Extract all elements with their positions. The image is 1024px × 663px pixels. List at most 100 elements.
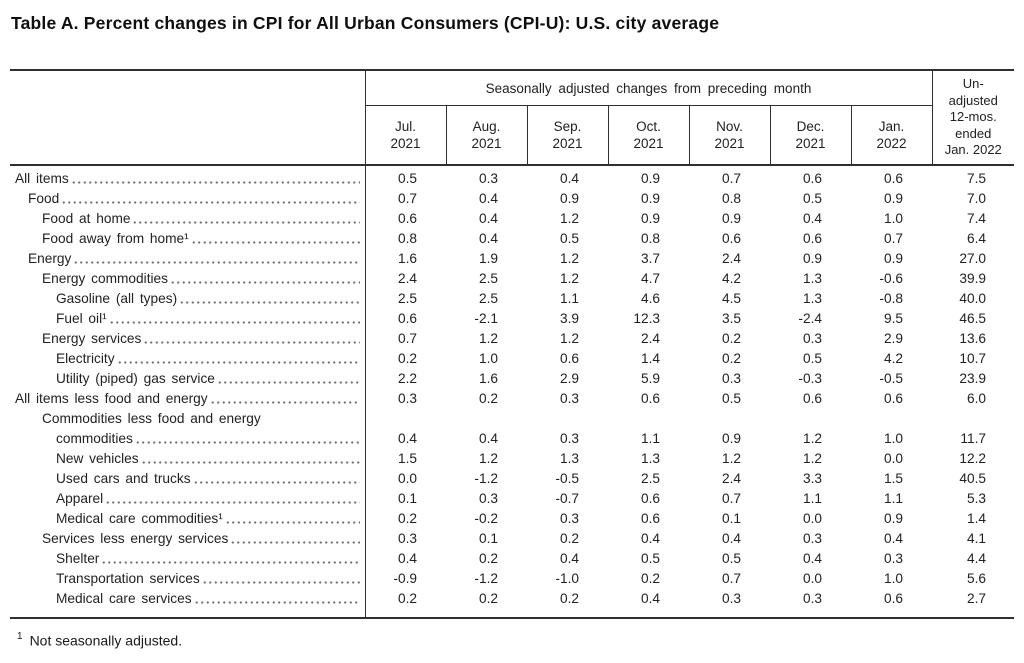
value-cell: 0.4: [397, 551, 417, 566]
row-label-text: Food at home: [42, 211, 131, 226]
dot-leader: [134, 429, 360, 449]
value-cell: -0.5: [879, 371, 903, 386]
row-label-text: Electricity: [56, 351, 115, 366]
value-cell: 9.5: [883, 311, 903, 326]
dot-leader: [101, 549, 360, 569]
value-cell: 0.7: [397, 191, 417, 206]
value-cell: 1.3: [802, 271, 822, 286]
value-cell: 40.0: [959, 291, 986, 306]
row-label: Food at home: [10, 209, 366, 229]
value-cell: 0.3: [802, 331, 822, 346]
column-header-unadjusted-12mos: Un- adjusted 12-mos. ended Jan. 2022: [932, 70, 1014, 166]
value-cell: 0.4: [397, 431, 417, 446]
value-cell: 0.1: [397, 491, 417, 506]
value-cell: 0.5: [802, 191, 822, 206]
row-label-text: Gasoline (all types): [56, 291, 178, 306]
value-cell: 3.3: [802, 471, 822, 486]
value-cell: 0.7: [883, 231, 903, 246]
table-row: Food away from home¹ 0.8 0.4 0.5 0.8 0.6 0.6 0.…: [10, 229, 1014, 249]
row-label-text: Transportation services: [56, 571, 200, 586]
footnote-text: Not seasonally adjusted.: [29, 632, 183, 649]
row-label-leader: Food: [10, 189, 365, 209]
value-cell: 0.2: [478, 591, 498, 606]
value-cell: 0.9: [802, 251, 822, 266]
row-label-leader: All items less food and energy: [10, 389, 365, 409]
value-cell: 12.3: [633, 311, 660, 326]
row-label-leader: Medical care services: [10, 589, 365, 609]
value-cell: 6.0: [966, 391, 986, 406]
value-cell: 0.4: [559, 171, 579, 186]
row-label: Fuel oil¹: [10, 309, 366, 329]
value-cell: 0.4: [802, 211, 822, 226]
table-row: Food at home 0.6 0.4 1.2 0.9 0.9 0.4 1.0 7.4: [10, 209, 1014, 229]
value-cell: 0.6: [559, 351, 579, 366]
dot-leader: [61, 189, 360, 209]
value-cell: 0.7: [721, 491, 741, 506]
value-cell: 0.9: [883, 191, 903, 206]
row-label: All items: [10, 165, 366, 189]
dot-leader: [116, 349, 360, 369]
value-cell: 4.5: [721, 291, 741, 306]
value-cell: 1.0: [883, 571, 903, 586]
table-row: Services less energy services 0.3 0.1 0.2 0.…: [10, 529, 1014, 549]
table-row: Fuel oil¹ 0.6 -2.1 3.9 12.3 3.5 -2.4 9.5 46.5: [10, 309, 1014, 329]
value-cell: 0.6: [721, 231, 741, 246]
table-row: Utility (piped) gas service 2.2 1.6 2.9 5.9 0…: [10, 369, 1014, 389]
column-header-jul-2021: Jul. 2021: [365, 105, 447, 166]
table-row: All items less food and energy 0.3 0.2 0.3 0…: [10, 389, 1014, 409]
value-cell: 2.4: [721, 251, 741, 266]
value-cell: 0.2: [721, 351, 741, 366]
value-cell: 1.2: [478, 331, 498, 346]
value-cell: 1.2: [559, 331, 579, 346]
value-cell: 40.5: [959, 471, 986, 486]
spacer-cell: [365, 609, 1014, 618]
row-label: Food: [10, 189, 366, 209]
value-cell: 0.6: [802, 231, 822, 246]
value-cell: 4.4: [966, 551, 986, 566]
table-row: Apparel 0.1 0.3 -0.7 0.6 0.7 1.1 1.1 5.3: [10, 489, 1014, 509]
column-header-nov-2021: Nov. 2021: [689, 105, 771, 166]
row-label-leader: All items: [10, 169, 365, 189]
dot-leader: [216, 369, 360, 389]
column-header-aug-2021: Aug. 2021: [446, 105, 528, 166]
value-cell: 11.7: [960, 431, 986, 446]
column-header-sep-2021: Sep. 2021: [527, 105, 609, 166]
value-cell: 0.4: [478, 191, 498, 206]
dot-leader: [179, 289, 360, 309]
value-cell: 0.6: [640, 491, 660, 506]
value-cell: -0.2: [474, 511, 498, 526]
value-cell: 0.3: [721, 371, 741, 386]
value-cell: 2.9: [883, 331, 903, 346]
value-cell: 0.8: [397, 231, 417, 246]
value-cell: 0.3: [802, 591, 822, 606]
row-label-text: Medical care services: [56, 591, 192, 606]
table-row: Shelter 0.4 0.2 0.4 0.5 0.5 0.4 0.3 4.4: [10, 549, 1014, 569]
value-cell: 0.5: [721, 391, 741, 406]
value-cell: -1.2: [474, 571, 498, 586]
value-cell: 0.2: [559, 531, 579, 546]
value-cell: 5.3: [966, 491, 986, 506]
value-cell: 0.6: [397, 311, 417, 326]
row-label: Gasoline (all types): [10, 289, 366, 309]
value-cell: 0.5: [397, 171, 417, 186]
table-row: Energy 1.6 1.9 1.2 3.7 2.4 0.9 0.9 27.0: [10, 249, 1014, 269]
dot-leader: [70, 169, 360, 189]
value-cell: 3.5: [721, 311, 741, 326]
row-label-column-header: [10, 70, 366, 166]
row-label-leader: Electricity: [10, 349, 365, 369]
row-label-line1: Commodities less food and energy: [42, 411, 261, 426]
value-cell: 0.6: [397, 211, 417, 226]
row-label-text: Medical care commodities¹: [56, 511, 223, 526]
value-cell: -0.3: [798, 371, 822, 386]
value-cell: 0.3: [397, 391, 417, 406]
value-cell: 0.3: [883, 551, 903, 566]
table-header-row-months: Jul. 2021 Aug. 2021 Sep. 2021 Oct. 2021 …: [10, 105, 1014, 166]
row-label: Energy: [10, 249, 366, 269]
value-cell: 0.2: [397, 351, 417, 366]
page-title: Table A. Percent changes in CPI for All …: [11, 13, 720, 33]
value-cell: 0.9: [721, 211, 741, 226]
row-label: New vehicles: [10, 449, 366, 469]
value-cell: 0.9: [883, 511, 903, 526]
row-label-text: Food: [28, 191, 60, 206]
value-cell: 2.7: [966, 591, 986, 606]
